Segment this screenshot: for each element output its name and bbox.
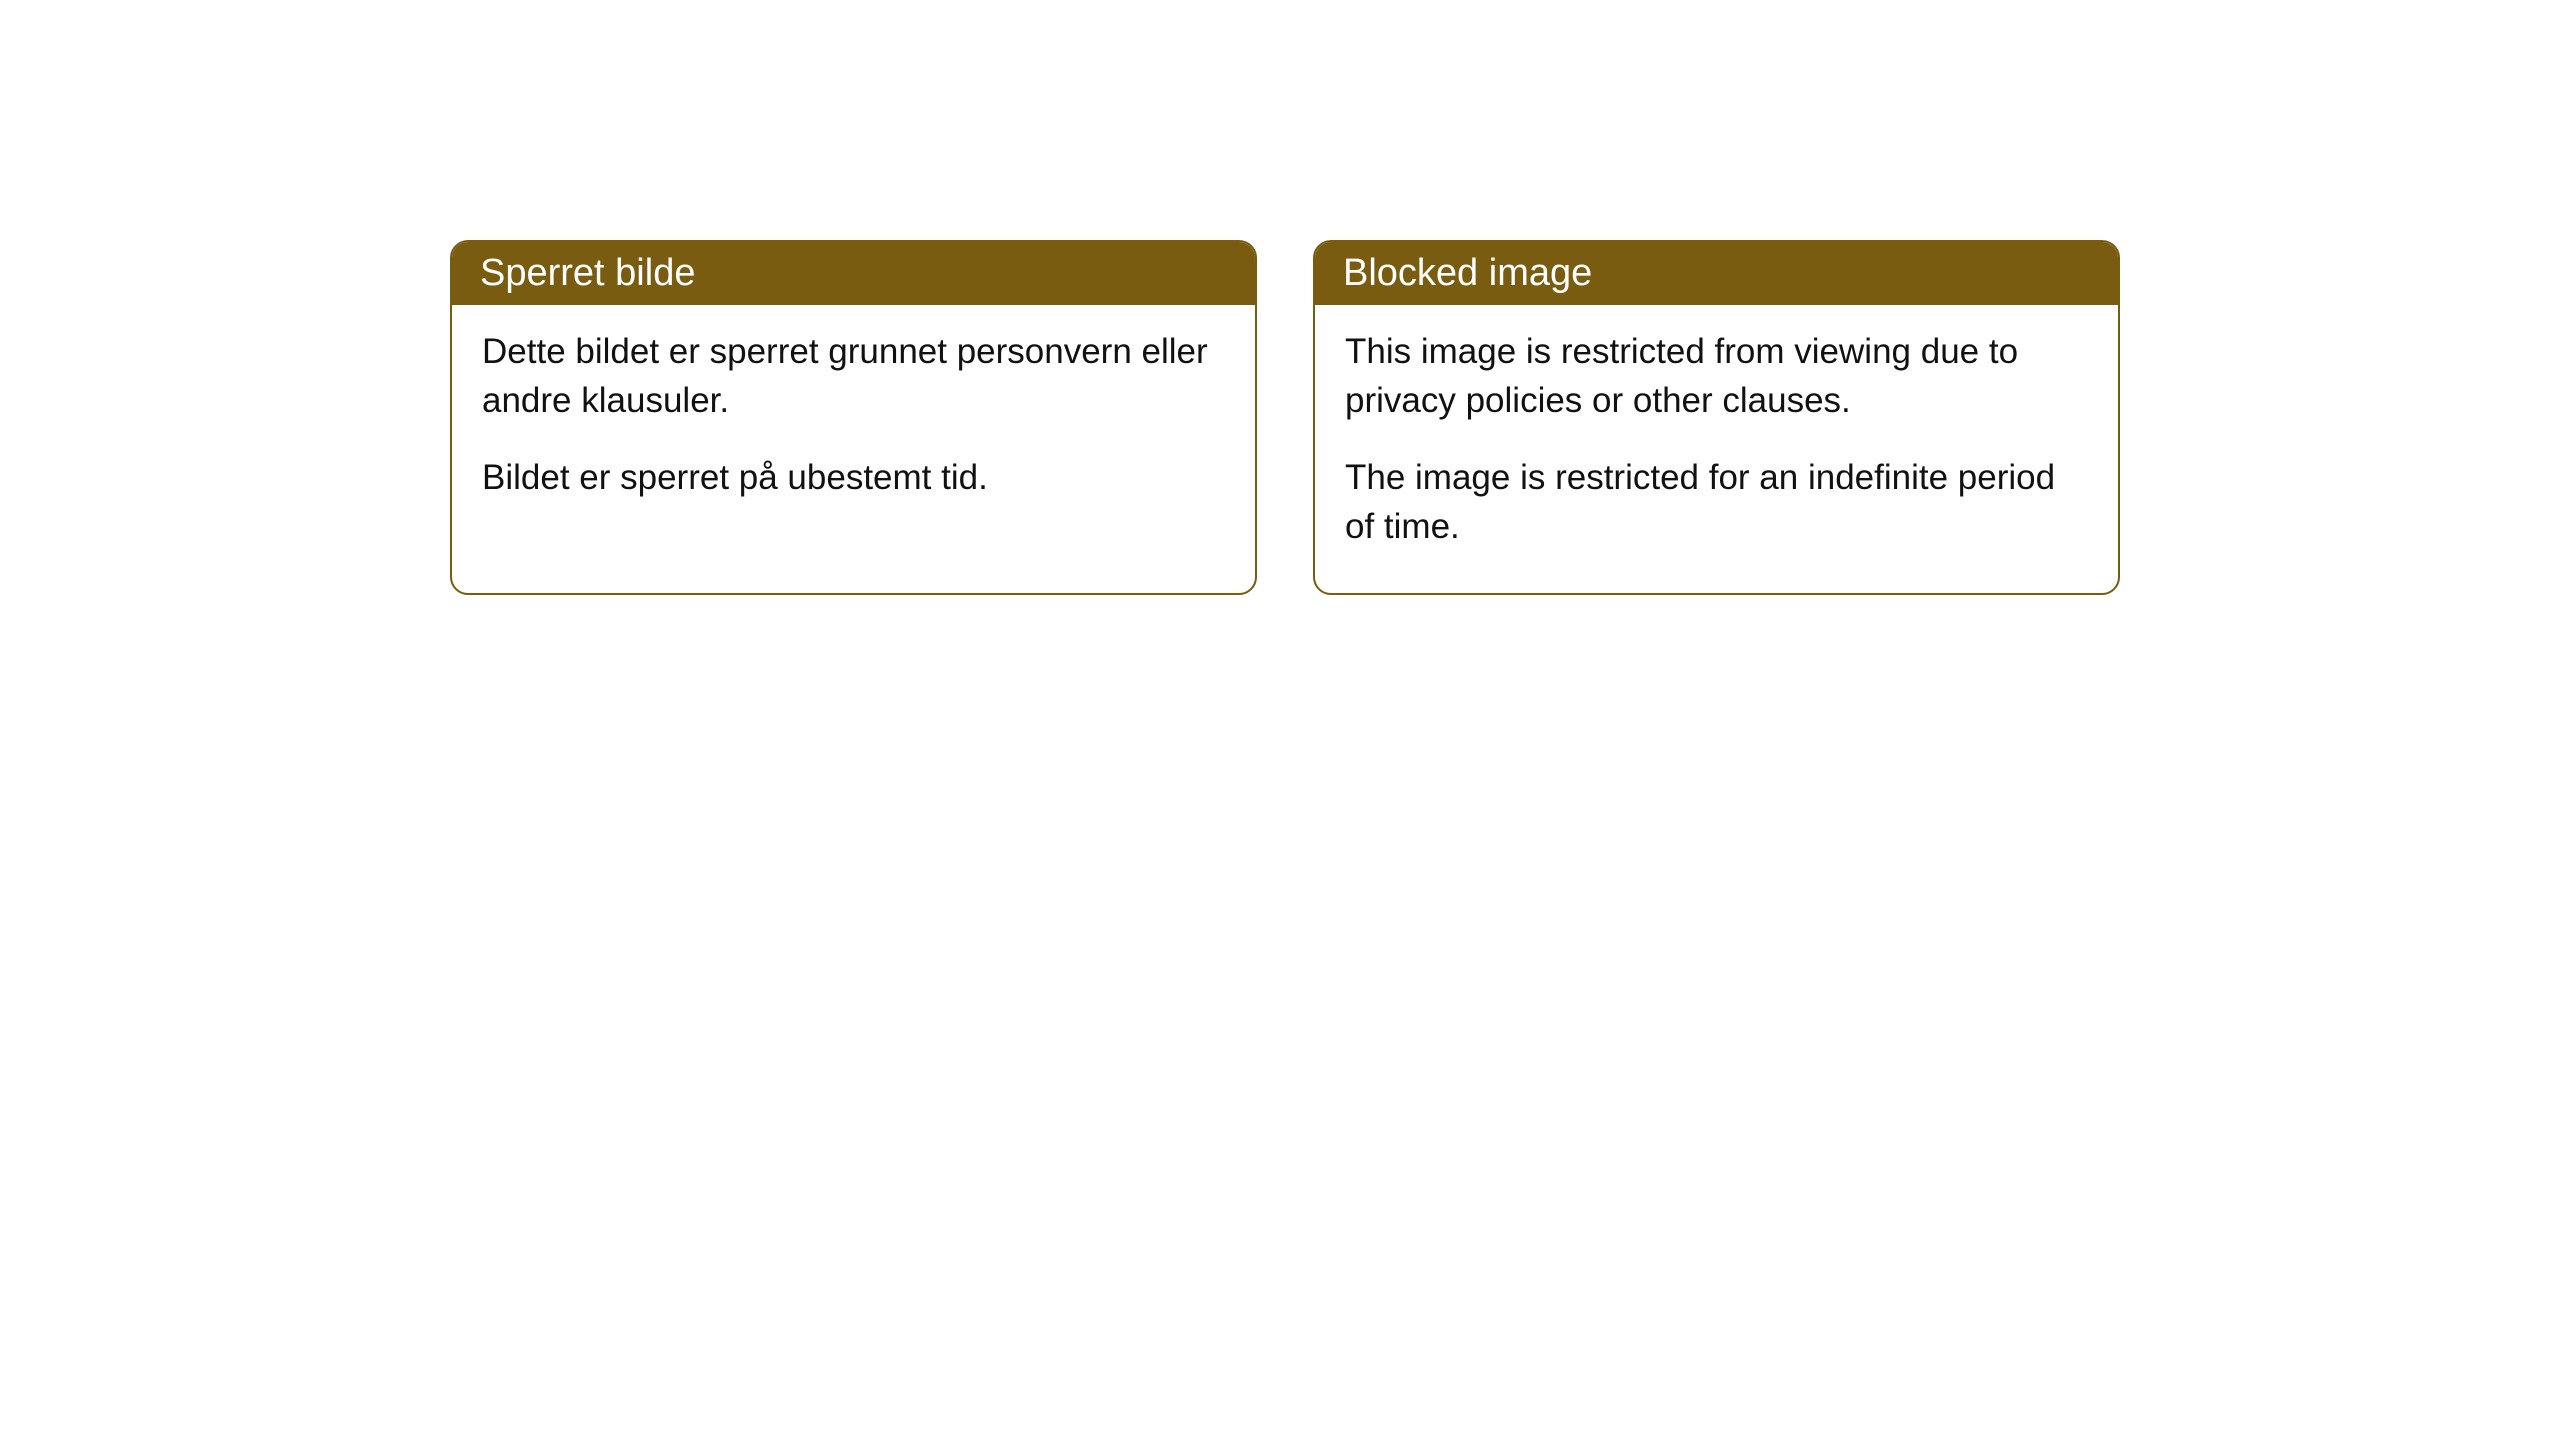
card-header-en: Blocked image [1315, 242, 2118, 305]
card-paragraph-en-1: This image is restricted from viewing du… [1345, 327, 2088, 425]
card-body-en: This image is restricted from viewing du… [1315, 305, 2118, 593]
card-paragraph-no-1: Dette bildet er sperret grunnet personve… [482, 327, 1225, 425]
card-title-no: Sperret bilde [480, 252, 695, 294]
card-body-no: Dette bildet er sperret grunnet personve… [452, 305, 1255, 544]
notice-container: Sperret bilde Dette bildet er sperret gr… [450, 240, 2120, 595]
blocked-image-card-no: Sperret bilde Dette bildet er sperret gr… [450, 240, 1257, 595]
card-header-no: Sperret bilde [452, 242, 1255, 305]
card-title-en: Blocked image [1343, 252, 1592, 294]
card-paragraph-no-2: Bildet er sperret på ubestemt tid. [482, 453, 1225, 502]
card-paragraph-en-2: The image is restricted for an indefinit… [1345, 453, 2088, 551]
blocked-image-card-en: Blocked image This image is restricted f… [1313, 240, 2120, 595]
